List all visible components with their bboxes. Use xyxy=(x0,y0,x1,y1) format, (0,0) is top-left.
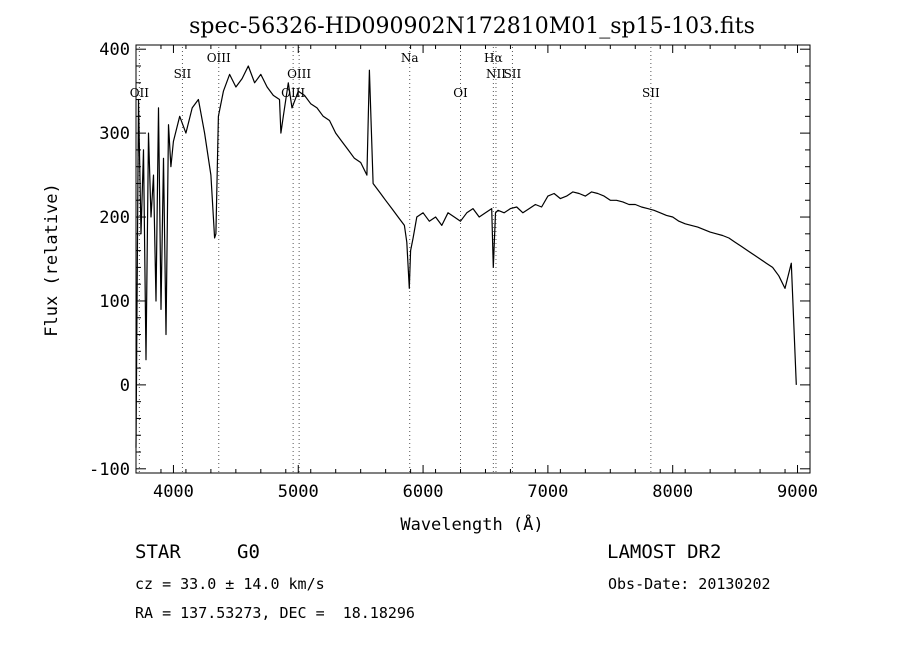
survey-name: LAMOST DR2 xyxy=(607,541,722,563)
x-tick-label: 7000 xyxy=(527,482,568,502)
line-label: OIII xyxy=(287,67,311,81)
chart-title: spec-56326-HD090902N172810M01_sp15-103.f… xyxy=(189,14,755,39)
object-subclass: G0 xyxy=(237,541,260,563)
spectrum-line xyxy=(135,65,797,448)
line-label: SII xyxy=(504,67,522,81)
y-tick-label: 100 xyxy=(99,292,130,312)
observation-date: Obs-Date: 20130202 xyxy=(608,575,771,593)
line-label: OIII xyxy=(207,51,231,65)
x-tick-label: 9000 xyxy=(777,482,818,502)
y-axis-label: Flux (relative) xyxy=(42,183,62,337)
x-axis-ticks: 4000 5000 6000 7000 8000 9000 xyxy=(135,45,818,502)
line-label: NII xyxy=(486,67,506,81)
redshift-value: cz = 33.0 ± 14.0 km/s xyxy=(135,575,325,593)
object-class: STAR xyxy=(135,541,181,563)
y-tick-label: 400 xyxy=(99,40,130,60)
plot-border xyxy=(135,44,811,474)
line-label: SII xyxy=(174,67,192,81)
y-tick-label: -100 xyxy=(89,460,130,480)
line-label: Hα xyxy=(484,51,503,65)
x-tick-label: 5000 xyxy=(278,482,319,502)
y-tick-label: 0 xyxy=(120,376,130,396)
x-axis-label: Wavelength (Å) xyxy=(400,513,543,535)
y-tick-label: 200 xyxy=(99,208,130,228)
coordinates: RA = 137.53273, DEC = 18.18296 xyxy=(135,604,415,622)
x-tick-label: 6000 xyxy=(403,482,444,502)
x-tick-label: 4000 xyxy=(153,482,194,502)
y-tick-label: 300 xyxy=(99,124,130,144)
spectrum-series xyxy=(135,65,797,448)
line-label: Na xyxy=(401,51,419,65)
line-label: OI xyxy=(453,86,468,100)
line-label: SII xyxy=(642,86,660,100)
line-label: OII xyxy=(130,86,150,100)
y-axis-ticks: -100 0 100 200 300 400 xyxy=(89,40,810,480)
x-tick-label: 8000 xyxy=(652,482,693,502)
plot-frame xyxy=(135,44,811,474)
